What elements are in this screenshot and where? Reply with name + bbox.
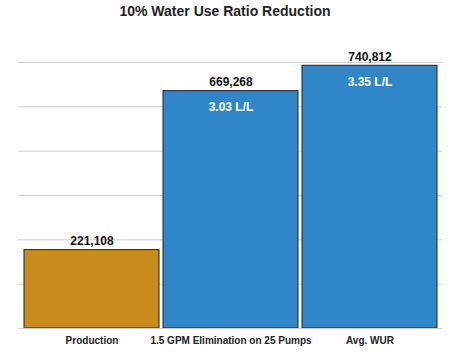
svg-text:221,108: 221,108: [70, 234, 114, 248]
svg-text:Production: Production: [66, 335, 119, 346]
svg-text:669,268: 669,268: [209, 75, 253, 89]
svg-text:1.5 GPM Elimination on 25 Pump: 1.5 GPM Elimination on 25 Pumps: [150, 335, 312, 346]
html-text:10% Water Use Ratio Reduction: 10% Water Use Ratio Reduction: [119, 3, 331, 19]
svg-text:3.03 L/L: 3.03 L/L: [209, 100, 254, 114]
svg-text:740,812: 740,812: [348, 50, 392, 64]
svg-text:Avg. WUR: Avg. WUR: [346, 335, 395, 346]
svg-text:3.35 L/L: 3.35 L/L: [348, 75, 393, 89]
